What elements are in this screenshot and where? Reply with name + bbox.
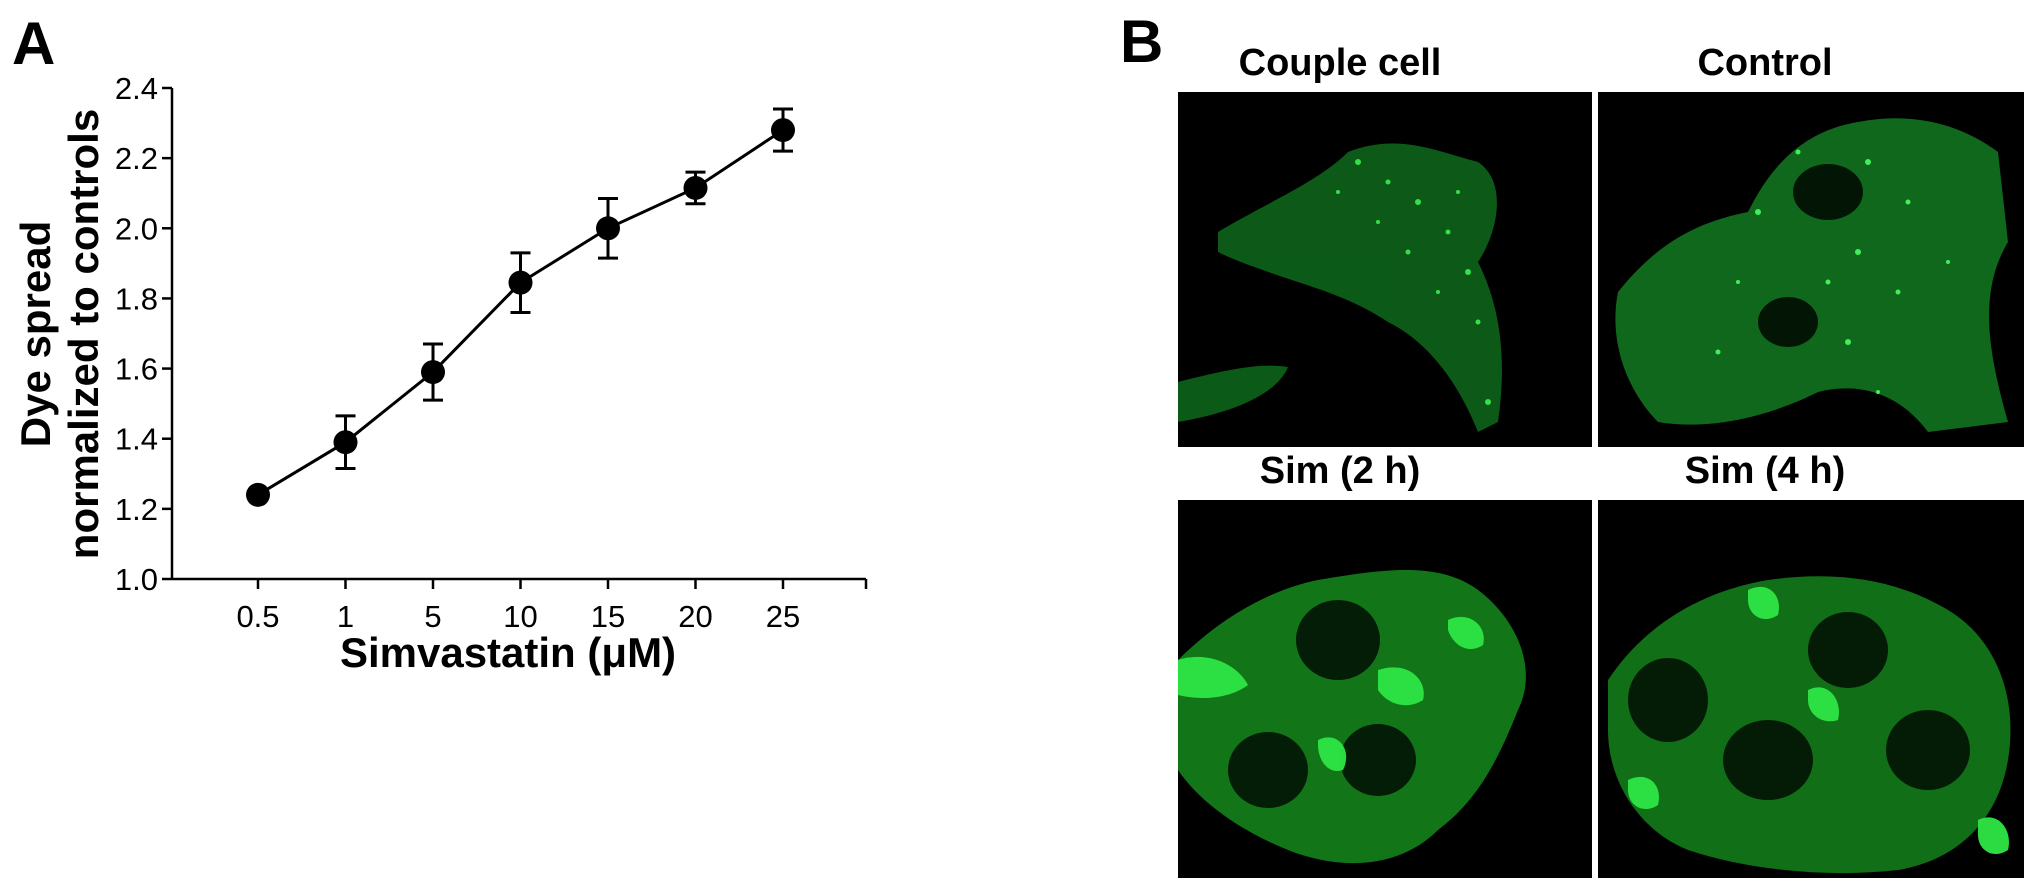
y-tick-label: 2.2 [115, 141, 158, 176]
data-point [683, 175, 708, 200]
x-tick-label: 0.5 [236, 599, 279, 634]
data-point [246, 482, 270, 507]
data-points [246, 118, 795, 507]
y-tick-label: 1.2 [115, 492, 158, 527]
data-point [333, 430, 358, 455]
data-point [771, 118, 795, 143]
y-axis-label-line-1: Dye spread [12, 221, 59, 447]
data-point [508, 270, 533, 295]
error-bars [335, 107, 793, 471]
x-axis-label: Simvastatin (μM) [340, 629, 676, 676]
micrograph-sim-2h [1178, 500, 1592, 878]
data-point [421, 360, 445, 385]
x-tick-label: 25 [766, 599, 800, 634]
x-tick-label: 1 [337, 599, 354, 634]
x-axis-ticks: 0.5 1 5 10 15 20 25 [236, 579, 868, 634]
panel-label-b: B [1120, 8, 1164, 75]
x-tick-label: 10 [503, 599, 537, 634]
micrograph-title-control: Control [1697, 42, 1833, 84]
micrograph-title-couple-cell: Couple cell [1238, 42, 1442, 84]
data-point [596, 216, 620, 241]
y-tick-label: 1.4 [115, 422, 158, 457]
x-tick-label: 15 [591, 599, 625, 634]
dye-spread-line-chart: 1.01.21.41.61.82.02.22.4 0.5 1 5 10 15 20 25 S… [12, 71, 868, 676]
micrograph-title-sim-2h: Sim (2 h) [1259, 450, 1421, 492]
micrograph-sim-4h [1598, 500, 2024, 878]
x-tick-label: 20 [678, 599, 712, 634]
micrograph-couple-cell [1178, 92, 1592, 447]
y-tick-label: 2.4 [115, 71, 158, 106]
chart-axes [170, 88, 866, 581]
y-tick-label: 2.0 [115, 211, 158, 246]
x-tick-label: 5 [424, 599, 441, 634]
panel-label-a: A [12, 10, 56, 77]
y-axis-label-line-2: normalized to controls [60, 109, 107, 559]
y-tick-label: 1.6 [115, 352, 158, 387]
micrograph-control [1598, 92, 2024, 447]
y-tick-label: 1.8 [115, 281, 158, 316]
y-axis-ticks: 1.0 1.2 1.4 1.6 1.8 2.0 2.2 2.4 [115, 71, 172, 597]
y-tick-label: 1.0 [115, 562, 158, 597]
micrograph-title-sim-4h: Sim (4 h) [1684, 450, 1846, 492]
